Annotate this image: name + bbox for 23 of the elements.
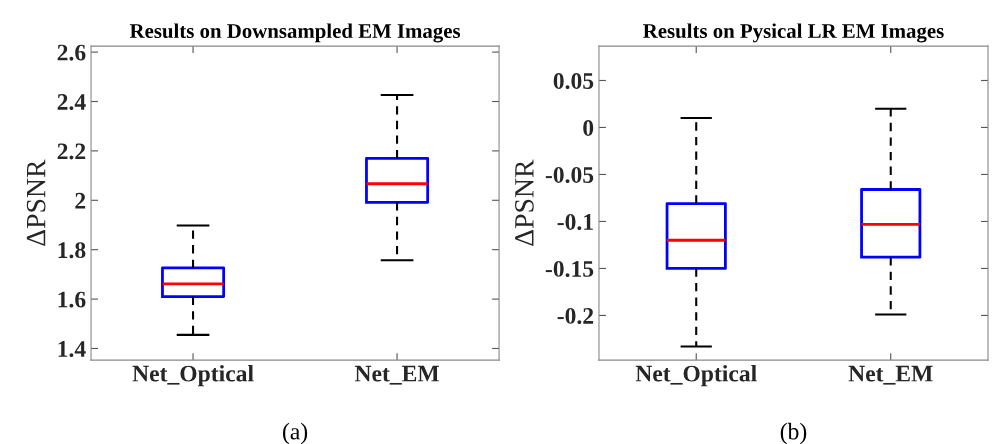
y-tick-label: 0.05 [553, 72, 594, 90]
y-tick-label: -0.15 [545, 260, 594, 277]
text: (b) [780, 422, 807, 444]
y-tick-label: -0.2 [557, 307, 594, 324]
y-axis-title: ΔPSNR [26, 159, 46, 246]
y-tick-label: 2.2 [57, 143, 86, 160]
chart-title: Results on Pysical LR EM Images [643, 23, 944, 43]
y-tick-label: 1.8 [58, 242, 86, 259]
y-axis-title: ΔPSNR [515, 159, 534, 246]
y-tick-label: 1.4 [58, 341, 86, 357]
x-tick-label: Net_Optical [635, 364, 757, 387]
x-tick-label: Net_EM [848, 365, 933, 385]
chart-title: Results on Downsampled EM Images [129, 23, 461, 43]
x-tick-label: Net_Optical [132, 364, 254, 387]
text: (a) [282, 422, 308, 444]
y-tick-label: -0.1 [557, 213, 593, 230]
x-tick-label: Net_EM [354, 365, 439, 385]
y-tick-label: 2.4 [57, 94, 86, 111]
y-tick-label: -0.05 [545, 166, 594, 183]
y-tick-label: 0 [583, 119, 594, 136]
y-tick-label: 2.6 [57, 44, 86, 61]
y-tick-label: 1.6 [58, 291, 86, 308]
y-tick-label: 2 [75, 192, 86, 209]
